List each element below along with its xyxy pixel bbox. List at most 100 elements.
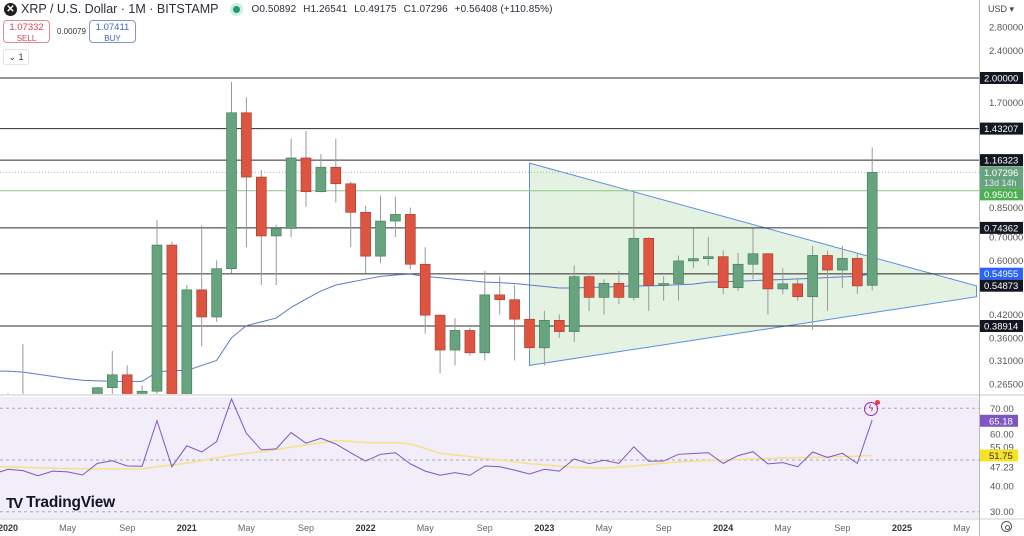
symbol-title[interactable]: XRP / U.S. Dollar · 1M · BITSTAMP xyxy=(21,2,219,16)
currency-selector[interactable]: USD ▾ xyxy=(988,4,1015,14)
rsi-axis-tick: 30.00 xyxy=(990,507,1014,518)
buy-price: 1.07411 xyxy=(95,22,130,33)
rsi-ma-value-badge: 51.75 xyxy=(989,451,1013,462)
candle-body-up xyxy=(270,228,282,237)
candle-body-down xyxy=(300,157,312,193)
candle xyxy=(553,314,565,338)
candle-body-down xyxy=(509,299,520,320)
price-badge-label: 1.16323 xyxy=(984,156,1018,167)
candle-body-down xyxy=(404,214,416,265)
candle xyxy=(390,196,401,238)
candle-body-down xyxy=(464,330,476,354)
candle-body-down xyxy=(241,112,252,178)
price-badge-black: 0.74362 xyxy=(980,221,1023,234)
price-badge-bg xyxy=(980,154,1023,167)
candle xyxy=(658,276,669,301)
candle xyxy=(449,318,461,366)
candle-body-down xyxy=(419,263,431,316)
spread-value: 0.00079 xyxy=(57,27,86,36)
price-badge-label: 1.43207 xyxy=(984,124,1018,135)
candle xyxy=(777,268,789,295)
close-value: C1.07296 xyxy=(403,3,448,15)
candle xyxy=(628,191,640,301)
candle xyxy=(330,138,342,203)
currency-label: USD xyxy=(988,4,1008,14)
candle xyxy=(732,253,744,292)
tradingview-logo[interactable]: TV TradingView xyxy=(6,494,115,512)
candle xyxy=(211,260,222,322)
price-pane xyxy=(0,77,979,394)
candle-body-down xyxy=(583,276,595,298)
time-axis-label: May xyxy=(774,523,792,533)
buy-label: BUY xyxy=(104,34,121,43)
candle xyxy=(673,255,684,301)
price-badge-black: 0.54873 xyxy=(980,279,1023,292)
price-badge-bg xyxy=(980,122,1023,135)
candle-body-up xyxy=(92,387,103,394)
time-axis-label: 2020 xyxy=(0,523,18,533)
rsi-axis-tick: 40.00 xyxy=(990,481,1014,492)
candle xyxy=(807,245,818,330)
candle-body-down xyxy=(643,238,655,286)
time-axis-label: 2022 xyxy=(356,523,376,533)
time-axis-label: 2021 xyxy=(177,523,197,533)
countdown-label: 13d 14h xyxy=(984,178,1017,188)
rsi-ma-line xyxy=(0,439,873,470)
candle-body-up xyxy=(315,166,327,193)
candle-body-down xyxy=(553,320,565,332)
candle xyxy=(226,81,237,274)
rsi-axis-tick: 47.23 xyxy=(990,463,1014,474)
candle-body-down xyxy=(255,176,267,237)
price-axis-tick: 0.26500 xyxy=(989,380,1023,391)
candle xyxy=(375,195,386,263)
lightning-icon[interactable]: ϟ xyxy=(864,400,880,416)
price-axis-tick: 0.70000 xyxy=(989,233,1023,244)
brand-name: TradingView xyxy=(26,494,115,511)
candle-body-up xyxy=(658,283,669,286)
sell-button[interactable]: 1.07332 SELL xyxy=(3,20,50,43)
candle-body-up xyxy=(211,268,222,318)
candle-body-down xyxy=(494,294,506,300)
symbol-header: ✕ XRP / U.S. Dollar · 1M · BITSTAMP O0.5… xyxy=(4,1,557,17)
settings-gear-icon[interactable] xyxy=(1001,521,1012,532)
candle xyxy=(166,241,178,394)
candle xyxy=(866,147,878,291)
price-badge-label: 0.95001 xyxy=(984,190,1018,201)
xrp-logo-icon: ✕ xyxy=(4,2,17,16)
candle-body-up xyxy=(151,244,163,392)
indicators-toggle-button[interactable]: ⌄ 1 xyxy=(3,49,29,65)
candle-body-down xyxy=(434,314,446,351)
candle-body-up xyxy=(107,374,118,388)
candle xyxy=(568,265,580,343)
sell-price: 1.07332 xyxy=(9,22,44,33)
rsi-axis-tick: 55.09 xyxy=(990,442,1014,453)
time-axis-label: May xyxy=(417,523,435,533)
candle-body-up xyxy=(568,276,580,332)
candle xyxy=(136,385,148,394)
candle xyxy=(479,270,491,361)
candle-body-up xyxy=(375,220,386,257)
candle xyxy=(702,237,714,266)
rsi-ma-value-badge-bg xyxy=(980,449,1018,462)
candle xyxy=(851,253,863,295)
candle xyxy=(837,245,848,289)
candle xyxy=(345,181,357,248)
candle-body-down xyxy=(524,318,535,349)
candle xyxy=(196,225,207,347)
candle-body-down xyxy=(762,253,774,290)
candle-body-up xyxy=(539,320,550,349)
candle xyxy=(22,344,24,394)
candle-body-down xyxy=(717,256,729,289)
candle-body-down xyxy=(166,244,178,394)
candle-body-up xyxy=(136,390,148,394)
candle-body-up xyxy=(688,258,699,262)
candle xyxy=(717,250,729,295)
candle xyxy=(241,97,252,248)
market-status-icon[interactable] xyxy=(232,5,240,13)
candle xyxy=(255,169,267,286)
price-axis-tick: 0.60000 xyxy=(989,256,1023,267)
time-axis-label: Sep xyxy=(834,523,850,533)
buy-button[interactable]: 1.07411 BUY xyxy=(89,20,136,43)
price-badge-black: 1.16323 xyxy=(980,154,1023,167)
